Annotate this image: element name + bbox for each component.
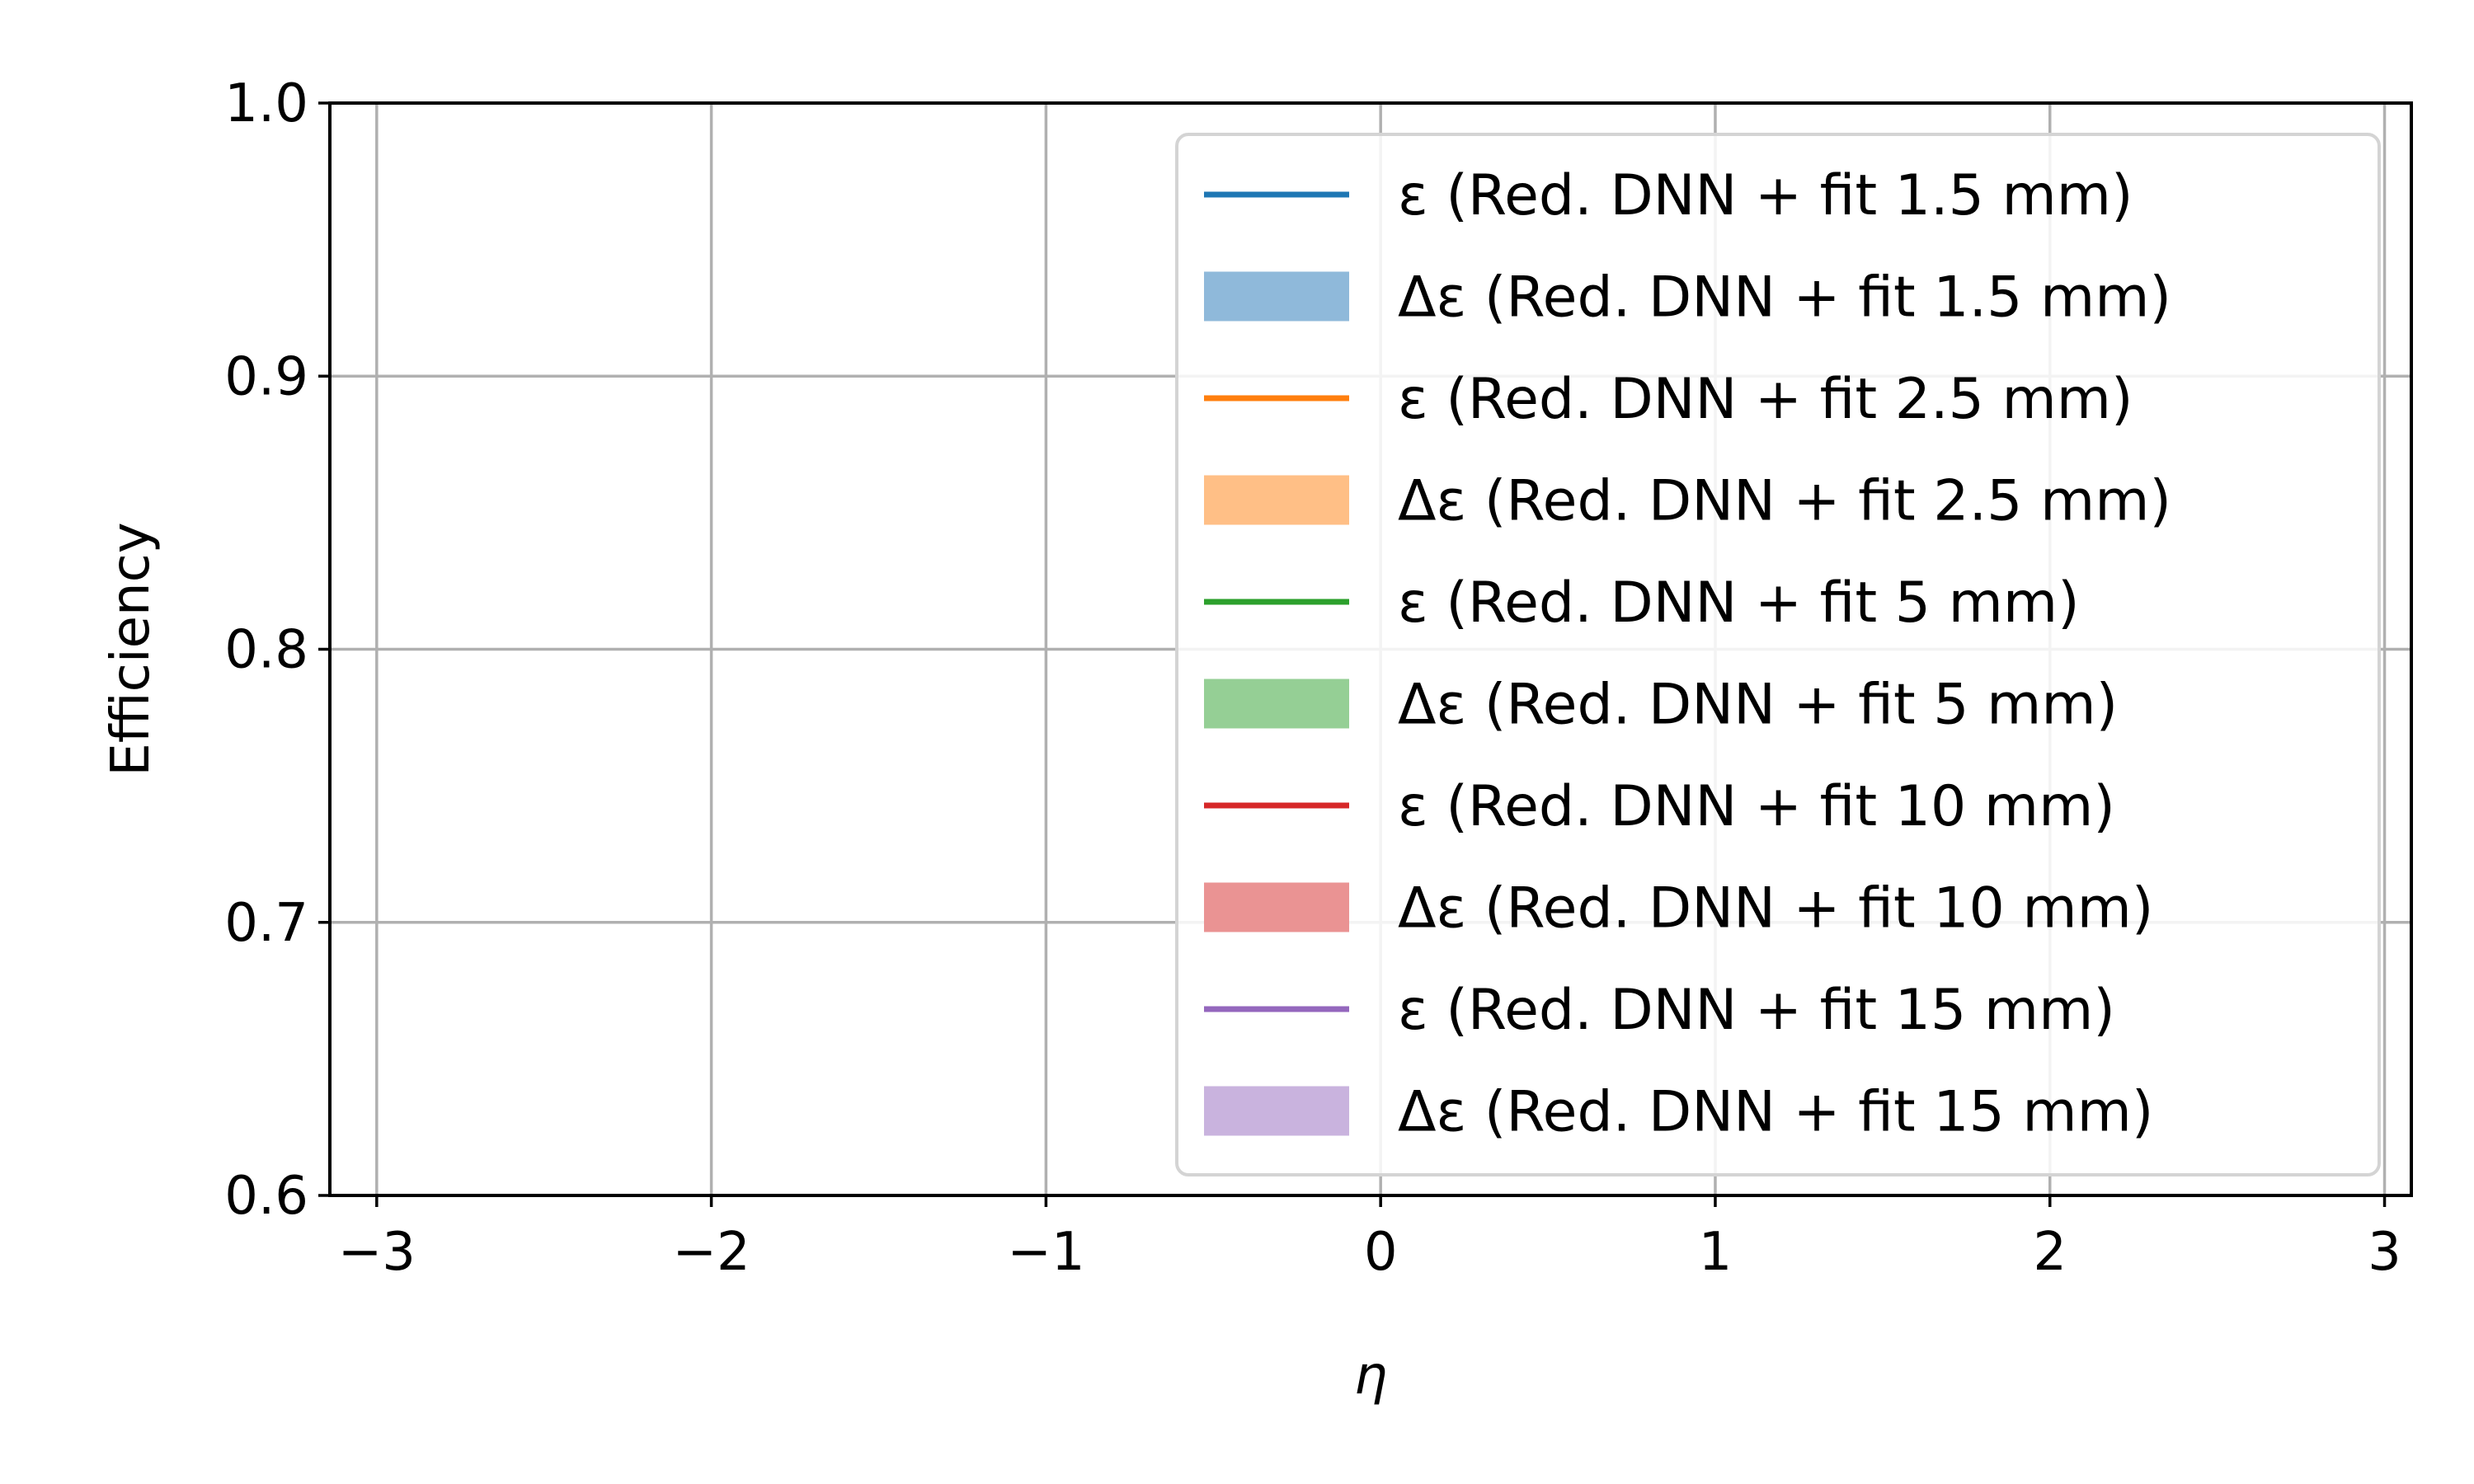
y-axis-ticks: 0.6 0.7 0.8 0.9 1.0	[224, 73, 330, 1227]
legend-band-swatch	[1204, 882, 1349, 932]
legend-band-swatch	[1204, 271, 1349, 322]
legend-label: Δε (Red. DNN + fit 15 mm)	[1398, 1080, 2153, 1145]
x-tick-label: 2	[2033, 1222, 2067, 1283]
legend-band-swatch	[1204, 475, 1349, 525]
y-tick-label: 0.8	[224, 620, 308, 681]
legend-label: Δε (Red. DNN + fit 10 mm)	[1398, 876, 2153, 942]
x-axis-ticks: −3 −2 −1 0 1 2 3	[338, 1195, 2401, 1283]
legend-label: ε (Red. DNN + fit 5 mm)	[1398, 571, 2080, 636]
legend-label: ε (Red. DNN + fit 1.5 mm)	[1398, 163, 2133, 228]
legend-box	[1175, 133, 2381, 1176]
x-tick-label: −2	[672, 1222, 750, 1283]
legend-label: ε (Red. DNN + fit 15 mm)	[1398, 978, 2115, 1043]
x-tick-label: −3	[338, 1222, 416, 1283]
y-tick-label: 0.9	[224, 346, 308, 407]
legend-band-swatch	[1204, 679, 1349, 729]
x-axis-label: η	[1354, 1345, 1388, 1407]
legend-label: ε (Red. DNN + fit 2.5 mm)	[1398, 367, 2133, 432]
x-tick-label: −1	[1007, 1222, 1084, 1283]
x-tick-label: 0	[1364, 1222, 1398, 1283]
y-axis-label: Efficiency	[101, 522, 162, 776]
x-tick-label: 1	[1699, 1222, 1733, 1283]
legend-label: Δε (Red. DNN + fit 5 mm)	[1398, 673, 2118, 738]
y-tick-label: 1.0	[224, 73, 308, 134]
legend-label: Δε (Red. DNN + fit 1.5 mm)	[1398, 265, 2171, 331]
legend: ε (Red. DNN + fit 1.5 mm) Δε (Red. DNN + …	[1175, 133, 2381, 1176]
legend-label: Δε (Red. DNN + fit 2.5 mm)	[1398, 469, 2171, 534]
x-tick-label: 3	[2368, 1222, 2401, 1283]
legend-label: ε (Red. DNN + fit 10 mm)	[1398, 774, 2115, 839]
y-tick-label: 0.6	[224, 1166, 308, 1227]
y-tick-label: 0.7	[224, 893, 308, 954]
legend-band-swatch	[1204, 1086, 1349, 1136]
